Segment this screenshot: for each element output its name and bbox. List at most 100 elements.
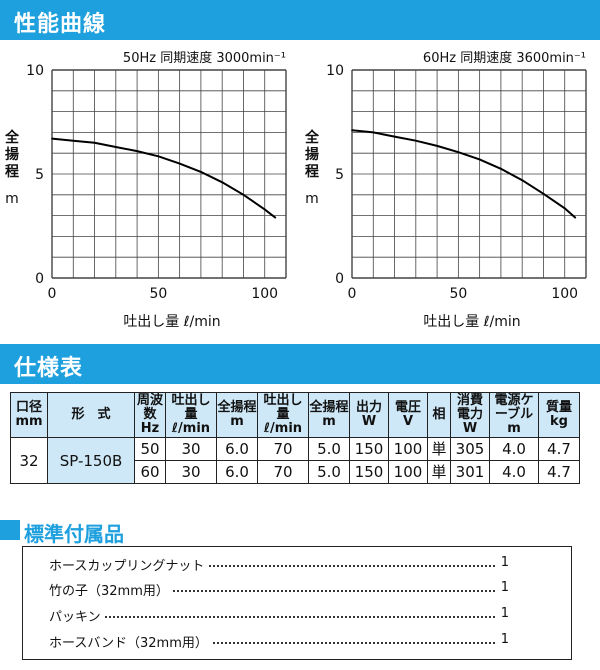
curve-point [72,139,75,142]
curve-point [178,162,181,165]
spec-value-cell: 4.7 [538,460,580,484]
curve-point [542,192,545,195]
leader-dots [49,642,495,644]
spec-value-cell: 30 [165,437,217,461]
performance-curve [351,129,577,219]
spec-model-cell: SP-150B [47,437,135,484]
spec-bore-cell: 32 [10,437,48,484]
performance-curve [51,137,277,219]
curve-point [521,179,523,182]
accessories-title: 標準付属品 [24,522,124,546]
spec-value-cell: 60 [134,460,166,484]
y-axis-label-char: 揚 [5,146,19,163]
spec-header-cell: 電源ケ ーブル m [489,392,539,438]
accessory-name: ホースバンド（32mm用） [49,632,212,651]
spec-value-cell: 5.0 [308,460,350,484]
x-axis-label: 吐出し量 ℓ/min [123,314,220,330]
x-axis-label: 吐出し量 ℓ/min [423,314,520,330]
spec-value-cell: 4.0 [489,460,539,484]
accessory-name: 竹の子（32mm用） [49,580,173,599]
y-tick-label: 10 [326,63,344,79]
spec-value-cell: 100 [388,437,428,461]
spec-value-cell: 150 [349,437,389,461]
curve-point [200,171,202,173]
spec-value-cell: 単 [427,460,451,484]
curve-point [115,146,117,148]
spec-value-cell: 単 [427,437,451,461]
spec-value-cell: 150 [349,460,389,484]
spec-header-cell: 消費 電力 W [450,392,490,438]
accessory-qty: 1 [500,580,509,595]
spec-value-cell: 50 [134,437,166,461]
y-axis-unit: m [305,191,319,207]
y-tick-label: 0 [35,271,44,287]
curve-point [51,137,53,140]
spec-header-cell: 全揚程 m [216,392,258,438]
curve-point [563,207,566,210]
spec-value-cell: 100 [388,460,428,484]
y-axis-unit: m [5,191,19,207]
spec-value-cell: 4.7 [538,437,580,461]
curve-point [372,131,375,134]
accessory-qty: 1 [500,632,509,647]
curve-point [351,129,353,132]
x-tick-label: 0 [348,286,357,302]
spec-value-cell: 4.0 [489,437,539,461]
spec-header-cell: 周波数 Hz [134,392,166,438]
curve-point [393,135,396,138]
spec-header-cell: 吐出し量 ℓ/min [165,392,217,438]
y-tick-label: 0 [335,271,344,287]
x-tick-label: 50 [149,286,167,302]
chart-title: 60Hz 同期速度 3600min⁻¹ [423,50,586,66]
chart-title: 50Hz 同期速度 3000min⁻¹ [123,50,286,66]
curve-point [478,158,481,161]
spec-value-cell: 70 [257,460,309,484]
curve-point [274,216,277,219]
accessory-item: 竹の子（32mm用） 1 [49,580,509,600]
curve-point [436,145,438,147]
accessories-heading: 標準付属品 [0,518,260,546]
accessory-qty: 1 [500,555,509,570]
x-tick-label: 100 [551,286,578,302]
leader-dots [49,565,495,567]
y-axis-label-char: 全 [4,129,20,146]
spec-header-cell: 質量 kg [538,392,580,438]
performance-title: 性能曲線 [14,12,107,37]
curve-point [136,150,138,152]
spec-value-cell: 301 [450,460,490,484]
accessory-qty: 1 [500,606,509,621]
heading-square-icon [0,520,20,540]
spec-title: 仕様表 [14,356,84,381]
spec-header-cell: 吐出し量 ℓ/min [257,392,309,438]
accessories-box: ホースカップリングナット 1 竹の子（32mm用） 1 パッキン 1 ホースバン… [22,546,572,660]
y-tick-label: 5 [335,167,344,183]
spec-value-cell: 70 [257,437,309,461]
spec-header-cell: 電圧 V [388,392,428,438]
curve-point [157,155,160,158]
y-axis-label-char: 程 [305,164,319,180]
spec-header-cell: 形 式 [47,392,135,438]
x-tick-label: 0 [48,286,57,302]
accessory-item: パッキン 1 [49,606,509,626]
spec-value-cell: 6.0 [216,437,258,461]
spec-value-cell: 30 [165,460,217,484]
accessory-item: ホースバンド（32mm用） 1 [49,632,509,652]
spec-header-cell: 相 [427,392,451,438]
curve-point [500,168,502,170]
spec-value-cell: 6.0 [216,460,258,484]
y-tick-label: 10 [26,63,44,79]
leader-dots [49,590,495,592]
y-tick-label: 5 [35,167,44,183]
curve-point [457,151,460,153]
spec-header-cell: 全揚程 m [308,392,350,438]
curve-point [93,142,96,144]
spec-value-cell: 5.0 [308,437,350,461]
x-tick-label: 100 [251,286,278,302]
curve-point [263,208,266,211]
curve-point [242,194,245,196]
curve-point [415,139,417,142]
y-axis-label-char: 全 [304,129,320,146]
x-tick-label: 50 [449,286,467,302]
spec-table: 口径 mm 形 式周波数 Hz 吐出し量 ℓ/min 全揚程 m 吐出し量 ℓ/min 全揚程 m 出力… [10,392,580,484]
